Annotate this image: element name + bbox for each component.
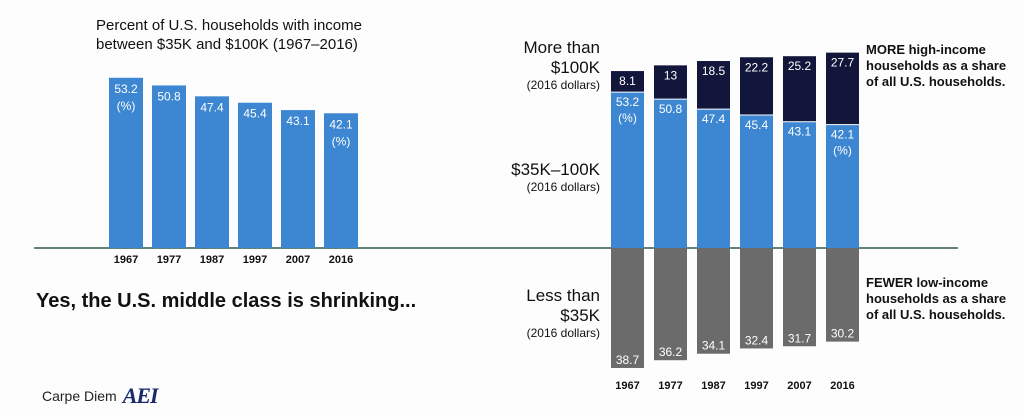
note-more-line3: of all U.S. households. xyxy=(866,74,1006,89)
right-middle-bar-2007 xyxy=(783,121,816,248)
left-tick-1997: 1997 xyxy=(243,254,267,266)
label-high-sub: (2016 dollars) xyxy=(526,78,600,92)
label-middle-income: $35K–100K (2016 dollars) xyxy=(470,160,600,195)
left-bar-label-2016: 42.1 xyxy=(329,117,353,131)
left-chart-title: Percent of U.S. households with income b… xyxy=(96,17,362,53)
right-high-label-2007: 25.2 xyxy=(788,59,812,73)
right-tick-1987: 1987 xyxy=(701,380,725,392)
right-middle-bar-1997 xyxy=(740,114,773,248)
left-unit-label-1967: (%) xyxy=(117,99,136,113)
left-tick-1967: 1967 xyxy=(114,254,138,266)
right-high-label-1997: 22.2 xyxy=(745,60,769,74)
note-more-high-income: MORE high-income households as a share o… xyxy=(866,42,1006,90)
note-fewer-line3: of all U.S. households. xyxy=(866,307,1006,322)
note-more-line2: households as a share xyxy=(866,58,1007,73)
right-middle-label-1997: 45.4 xyxy=(745,118,769,132)
left-bar-1967 xyxy=(109,77,143,248)
brand: Carpe Diem AEI xyxy=(42,383,159,409)
label-low-line2: $35K xyxy=(560,306,600,325)
left-bar-label-1977: 50.8 xyxy=(157,89,181,103)
right-high-label-1967: 8.1 xyxy=(619,74,636,88)
label-low-income: Less than $35K (2016 dollars) xyxy=(470,286,600,341)
right-low-label-2016: 30.2 xyxy=(831,327,855,341)
label-low-sub: (2016 dollars) xyxy=(526,326,600,340)
right-tick-1997: 1997 xyxy=(744,380,768,392)
brand-name: Carpe Diem xyxy=(42,388,117,404)
note-fewer-line1: FEWER low-income xyxy=(866,275,989,290)
right-high-label-1977: 13 xyxy=(664,68,678,82)
left-tick-1987: 1987 xyxy=(200,254,224,266)
left-bar-label-1967: 53.2 xyxy=(114,82,138,96)
left-unit-label-2016: (%) xyxy=(332,134,351,148)
right-low-bar-1997 xyxy=(740,248,773,349)
right-middle-bar-1977 xyxy=(654,99,687,248)
right-tick-1967: 1967 xyxy=(615,380,639,392)
right-high-label-2016: 27.7 xyxy=(831,56,855,70)
note-fewer-low-income: FEWER low-income households as a share o… xyxy=(866,275,1006,323)
left-bar-2007 xyxy=(281,110,315,248)
left-bar-label-1987: 47.4 xyxy=(200,100,224,114)
left-tick-2007: 2007 xyxy=(286,254,310,266)
left-bar-1977 xyxy=(152,85,186,248)
right-low-bar-2016 xyxy=(826,248,859,342)
label-high-line1: More than xyxy=(523,38,600,57)
left-bar-1987 xyxy=(195,96,229,248)
right-low-label-1977: 36.2 xyxy=(659,345,683,359)
right-tick-2007: 2007 xyxy=(787,380,811,392)
left-bar-label-2007: 43.1 xyxy=(286,114,310,128)
right-middle-label-1967: 53.2 xyxy=(616,95,640,109)
left-tick-1977: 1977 xyxy=(157,254,181,266)
right-high-bar-1997 xyxy=(740,57,773,115)
right-low-bar-1977 xyxy=(654,248,687,361)
aei-logo: AEI xyxy=(122,383,159,408)
right-middle-bar-2016 xyxy=(826,124,859,248)
right-unit-label-1967: (%) xyxy=(618,111,637,125)
left-bar-label-1997: 45.4 xyxy=(243,107,267,121)
right-low-bar-2007 xyxy=(783,248,816,347)
right-low-label-2007: 31.7 xyxy=(788,331,812,345)
right-low-label-1987: 34.1 xyxy=(702,339,726,353)
right-low-bar-1987 xyxy=(697,248,730,354)
right-middle-bar-1967 xyxy=(611,92,644,249)
right-middle-label-1977: 50.8 xyxy=(659,102,683,116)
right-high-label-1987: 18.5 xyxy=(702,64,726,78)
note-more-line1: MORE high-income xyxy=(866,42,986,57)
right-high-bar-1987 xyxy=(697,61,730,110)
right-low-label-1997: 32.4 xyxy=(745,333,769,347)
right-low-label-1967: 38.7 xyxy=(616,353,640,367)
headline: Yes, the U.S. middle class is shrinking.… xyxy=(36,290,417,312)
label-middle-title: $35K–100K xyxy=(511,160,600,179)
right-tick-2016: 2016 xyxy=(830,380,854,392)
left-bar-2016 xyxy=(324,113,358,248)
right-middle-label-2016: 42.1 xyxy=(831,128,855,142)
right-high-bar-2016 xyxy=(826,52,859,125)
right-high-bar-1967 xyxy=(611,71,644,93)
right-low-bar-1967 xyxy=(611,248,644,368)
note-fewer-line2: households as a share xyxy=(866,291,1007,306)
label-middle-sub: (2016 dollars) xyxy=(526,180,600,194)
label-high-line2: $100K xyxy=(550,58,600,77)
right-unit-label-2016: (%) xyxy=(833,144,852,158)
label-high-income: More than $100K (2016 dollars) xyxy=(470,38,600,93)
label-low-line1: Less than xyxy=(526,286,600,305)
right-high-bar-2007 xyxy=(783,56,816,122)
left-tick-2016: 2016 xyxy=(329,254,353,266)
right-middle-bar-1987 xyxy=(697,109,730,248)
right-middle-label-2007: 43.1 xyxy=(788,125,812,139)
right-tick-1977: 1977 xyxy=(658,380,682,392)
right-high-bar-1977 xyxy=(654,65,687,100)
right-middle-label-1987: 47.4 xyxy=(702,112,726,126)
left-bar-1997 xyxy=(238,102,272,248)
